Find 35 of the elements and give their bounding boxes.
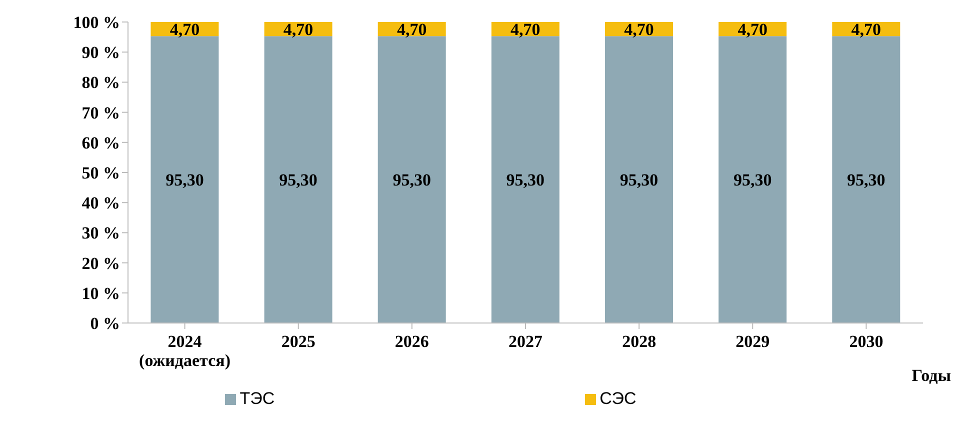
y-tick-label: 40 % bbox=[82, 194, 120, 213]
y-tick-label: 0 % bbox=[90, 314, 120, 334]
y-tick-label: 50 % bbox=[82, 164, 120, 183]
x-tick-label: 2027 bbox=[508, 332, 543, 351]
y-tick-label: 80 % bbox=[82, 73, 120, 92]
x-tick-label: 2029 bbox=[736, 332, 770, 351]
x-tick-label: 2030 bbox=[849, 332, 884, 351]
y-tick-label: 20 % bbox=[82, 254, 120, 273]
data-label: 95,30 bbox=[279, 170, 318, 190]
data-label: 95,30 bbox=[733, 170, 772, 190]
y-tick-label: 10 % bbox=[82, 284, 120, 303]
x-tick-label: 2026 bbox=[394, 332, 429, 351]
data-label: 4,70 bbox=[170, 20, 200, 40]
legend-label: СЭС bbox=[600, 389, 636, 408]
data-label: 4,70 bbox=[738, 20, 768, 40]
data-label: 95,30 bbox=[392, 170, 431, 190]
data-label: 95,30 bbox=[847, 170, 886, 190]
y-tick-label: 70 % bbox=[82, 103, 120, 122]
x-tick-label: 2028 bbox=[622, 332, 656, 351]
y-tick-label: 60 % bbox=[82, 133, 120, 152]
data-label: 95,30 bbox=[620, 170, 658, 190]
x-tick-label: 2024 (ожидается) bbox=[139, 332, 231, 370]
data-label: 4,70 bbox=[624, 20, 654, 40]
data-label: 95,30 bbox=[166, 170, 204, 190]
legend-label: ТЭС bbox=[240, 389, 275, 408]
data-label: 4,70 bbox=[510, 20, 540, 40]
y-tick-label: 100 % bbox=[73, 13, 120, 32]
data-label: 4,70 bbox=[283, 20, 314, 40]
data-label: 4,70 bbox=[851, 20, 882, 40]
data-label: 4,70 bbox=[396, 20, 427, 40]
x-axis-title: Годы bbox=[912, 366, 951, 385]
y-tick-label: 30 % bbox=[82, 224, 120, 243]
y-tick-label: 90 % bbox=[82, 43, 120, 62]
data-label: 95,30 bbox=[506, 170, 545, 190]
x-tick-label: 2025 bbox=[281, 332, 316, 351]
